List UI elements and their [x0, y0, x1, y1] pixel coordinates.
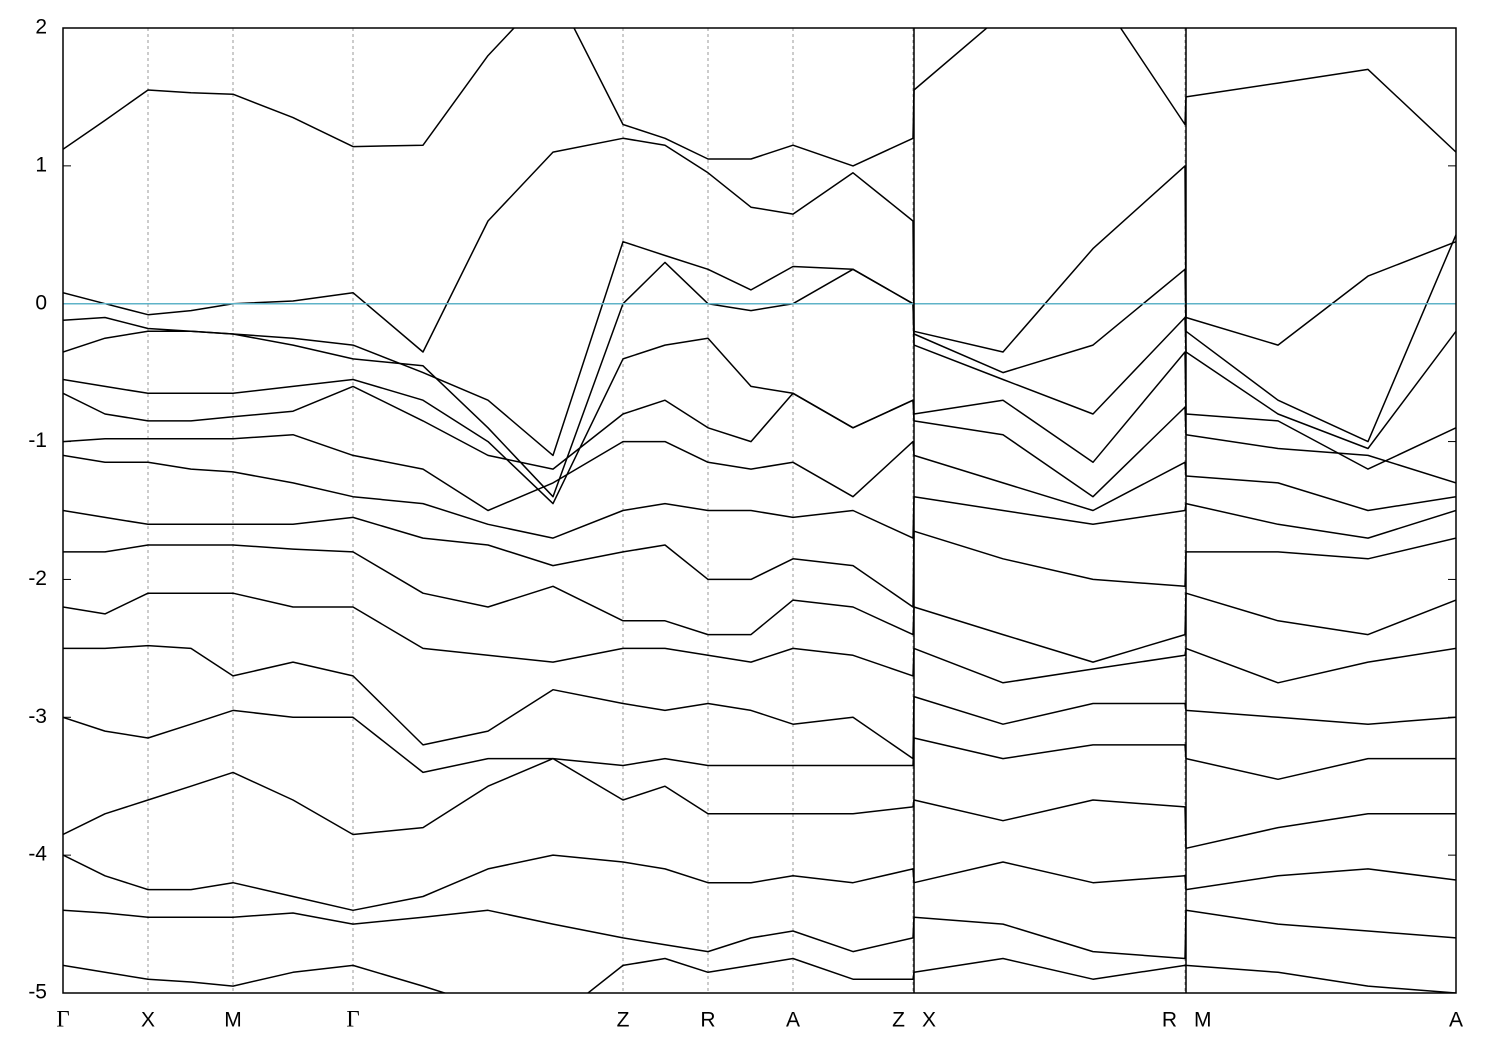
band-line	[63, 137, 1456, 353]
band-line	[63, 709, 1456, 781]
x-tick-label: Z	[892, 1009, 905, 1032]
band-line	[63, 957, 1456, 993]
band-line	[63, 433, 1456, 512]
x-tick-label: M	[224, 1009, 242, 1032]
x-tick-label: X	[922, 1009, 936, 1032]
band-line	[63, 337, 1456, 505]
bands-layer	[63, 28, 1456, 993]
x-tick-label: Γ	[346, 1006, 359, 1031]
y-tick-label: -1	[28, 429, 47, 452]
band-line	[63, 454, 1456, 539]
band-line	[63, 234, 1456, 457]
plot-frame	[62, 27, 1457, 994]
y-tick-label: -4	[28, 843, 47, 866]
band-line	[63, 909, 1456, 960]
x-tick-label: R	[700, 1009, 715, 1032]
band-line	[63, 757, 1456, 850]
x-tick-label: Γ	[56, 1006, 69, 1031]
y-tick-label: 2	[35, 16, 47, 39]
x-tick-label: X	[141, 1009, 155, 1032]
band-line	[63, 261, 1456, 498]
x-tick-label: A	[786, 1009, 800, 1032]
band-line	[63, 509, 1456, 608]
band-line	[63, 592, 1456, 684]
x-tick-label: M	[1194, 1009, 1212, 1032]
y-tick-label: -3	[28, 705, 47, 728]
y-tick-label: -2	[28, 567, 47, 590]
band-line	[63, 544, 1456, 663]
y-tick-label: 1	[35, 153, 47, 176]
band-line	[63, 644, 1456, 760]
band-line	[63, 28, 1456, 167]
x-tick-label: R	[1162, 1009, 1177, 1032]
band-line	[63, 385, 1456, 498]
band-line	[63, 854, 1456, 912]
x-tick-label: A	[1449, 1009, 1463, 1032]
y-tick-label: -5	[28, 981, 47, 1004]
grid-layer	[62, 28, 1457, 993]
x-tick-label: Z	[617, 1009, 630, 1032]
y-tick-label: 0	[35, 291, 47, 314]
